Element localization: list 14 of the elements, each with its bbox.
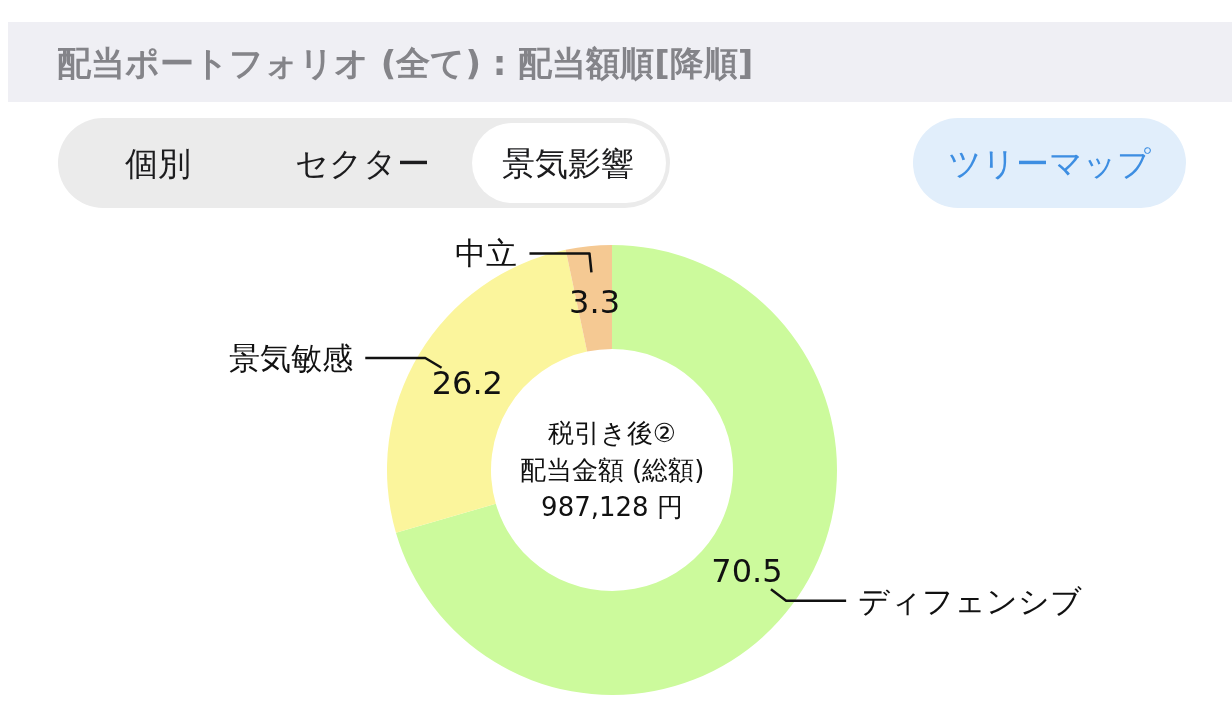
text: セクター xyxy=(294,143,430,183)
data-label: 3.3 xyxy=(569,283,620,322)
slice-label: ディフェンシブ xyxy=(858,582,1083,619)
text: 個別 xyxy=(125,143,191,183)
text: ツリーマップ xyxy=(948,143,1151,183)
chart-title: 配当ポートフォリオ (全て) : 配当額順[降順] xyxy=(57,43,754,83)
data-label: 70.5 xyxy=(711,552,783,591)
text: 配当金額 (総額) xyxy=(519,455,705,485)
text: 987,128 円 xyxy=(541,492,683,522)
slice-label: 景気敏感 xyxy=(229,339,354,376)
data-label: 26.2 xyxy=(431,364,503,403)
text: 税引き後② xyxy=(547,418,677,448)
slice-label: 中立 xyxy=(455,235,518,272)
text: 景気影響 xyxy=(502,143,634,183)
